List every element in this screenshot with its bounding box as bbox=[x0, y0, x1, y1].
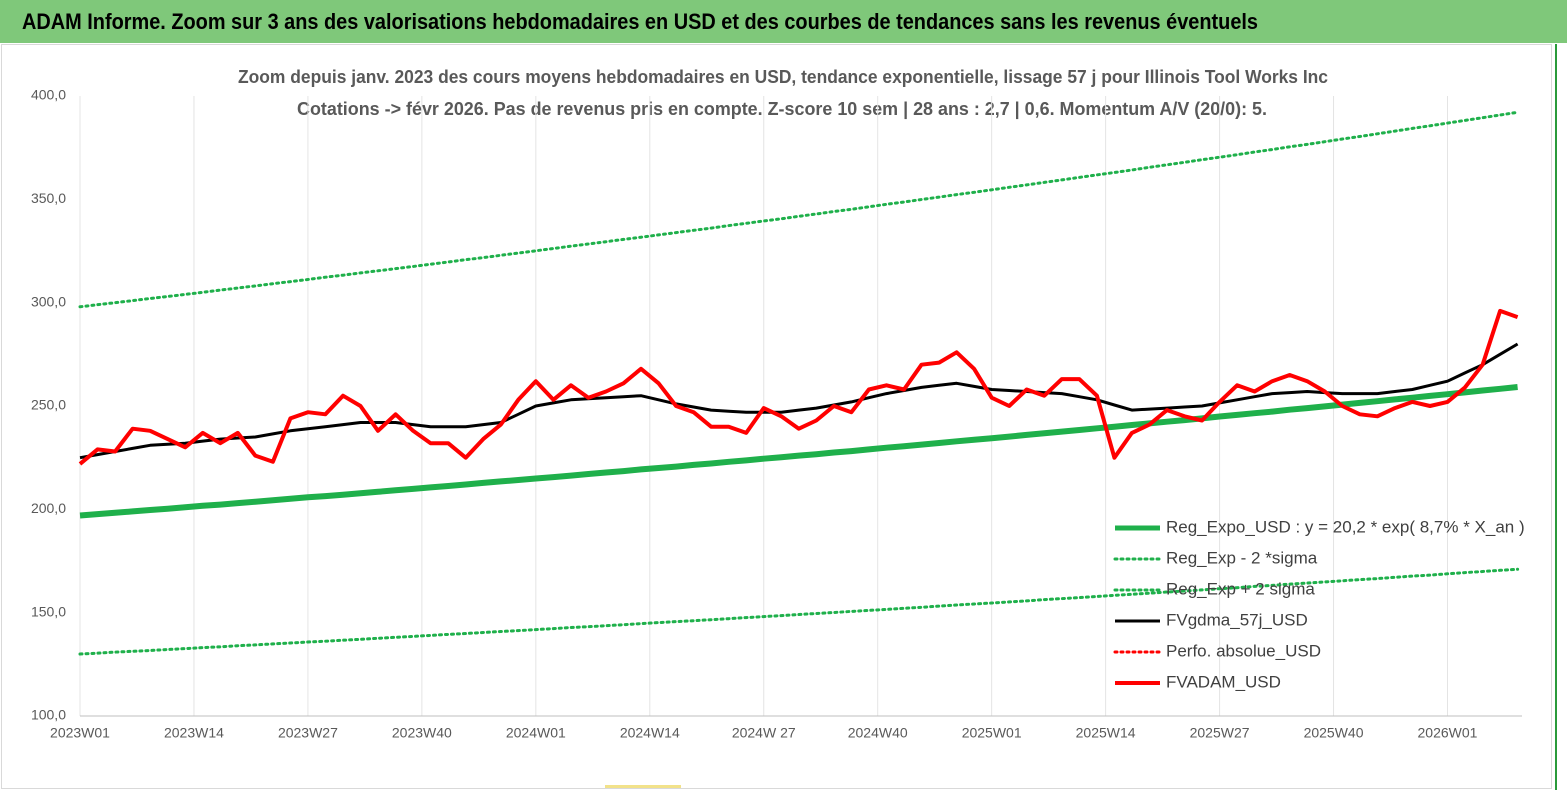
x-tick-label: 2025W01 bbox=[962, 725, 1022, 741]
legend-label: FVADAM_USD bbox=[1166, 672, 1281, 691]
series-line bbox=[79, 384, 1518, 519]
series-line bbox=[78, 308, 1519, 466]
x-tick-label: 2023W40 bbox=[392, 725, 452, 741]
legend-label: Perfo. absolue_USD bbox=[1166, 641, 1321, 660]
y-tick-label: 150,0 bbox=[31, 603, 66, 619]
x-tick-label: 2025W27 bbox=[1190, 725, 1250, 741]
chart-subtitle: Cotations -> févr 2026. Pas de revenus p… bbox=[297, 99, 1267, 119]
legend-label: Reg_Exp - 2 *sigma bbox=[1166, 548, 1318, 567]
x-tick-label: 2025W40 bbox=[1304, 725, 1364, 741]
legend-label: Reg_Expo_USD : y = 20,2 * exp( 8,7% * X_… bbox=[1166, 517, 1525, 536]
x-tick-label: 2024W 27 bbox=[732, 725, 796, 741]
y-tick-label: 350,0 bbox=[31, 190, 66, 206]
bottom-marker bbox=[605, 785, 681, 788]
y-tick-label: 200,0 bbox=[31, 500, 66, 516]
chart-border bbox=[1, 44, 1552, 789]
y-tick-label: 250,0 bbox=[31, 397, 66, 413]
series-line bbox=[78, 567, 1520, 656]
y-tick-label: 300,0 bbox=[31, 293, 66, 309]
series-line bbox=[78, 110, 1520, 309]
chart-title: Zoom depuis janv. 2023 des cours moyens … bbox=[238, 67, 1328, 87]
y-tick-label: 100,0 bbox=[31, 707, 66, 723]
legend-label: FVgdma_57j_USD bbox=[1166, 610, 1308, 629]
x-tick-label: 2026W01 bbox=[1418, 725, 1478, 741]
header-bar bbox=[0, 0, 1567, 43]
x-tick-label: 2023W27 bbox=[278, 725, 338, 741]
series-line bbox=[79, 342, 1519, 460]
legend-label: Reg_Exp + 2 sigma bbox=[1166, 579, 1315, 598]
header-title: ADAM Informe. Zoom sur 3 ans des valoris… bbox=[22, 9, 1258, 34]
y-tick-label: 400,0 bbox=[31, 87, 66, 103]
x-tick-label: 2023W01 bbox=[50, 725, 110, 741]
x-tick-label: 2025W14 bbox=[1076, 725, 1136, 741]
x-tick-label: 2024W01 bbox=[506, 725, 566, 741]
x-tick-label: 2024W14 bbox=[620, 725, 680, 741]
x-tick-label: 2023W14 bbox=[164, 725, 224, 741]
x-tick-label: 2024W40 bbox=[848, 725, 908, 741]
